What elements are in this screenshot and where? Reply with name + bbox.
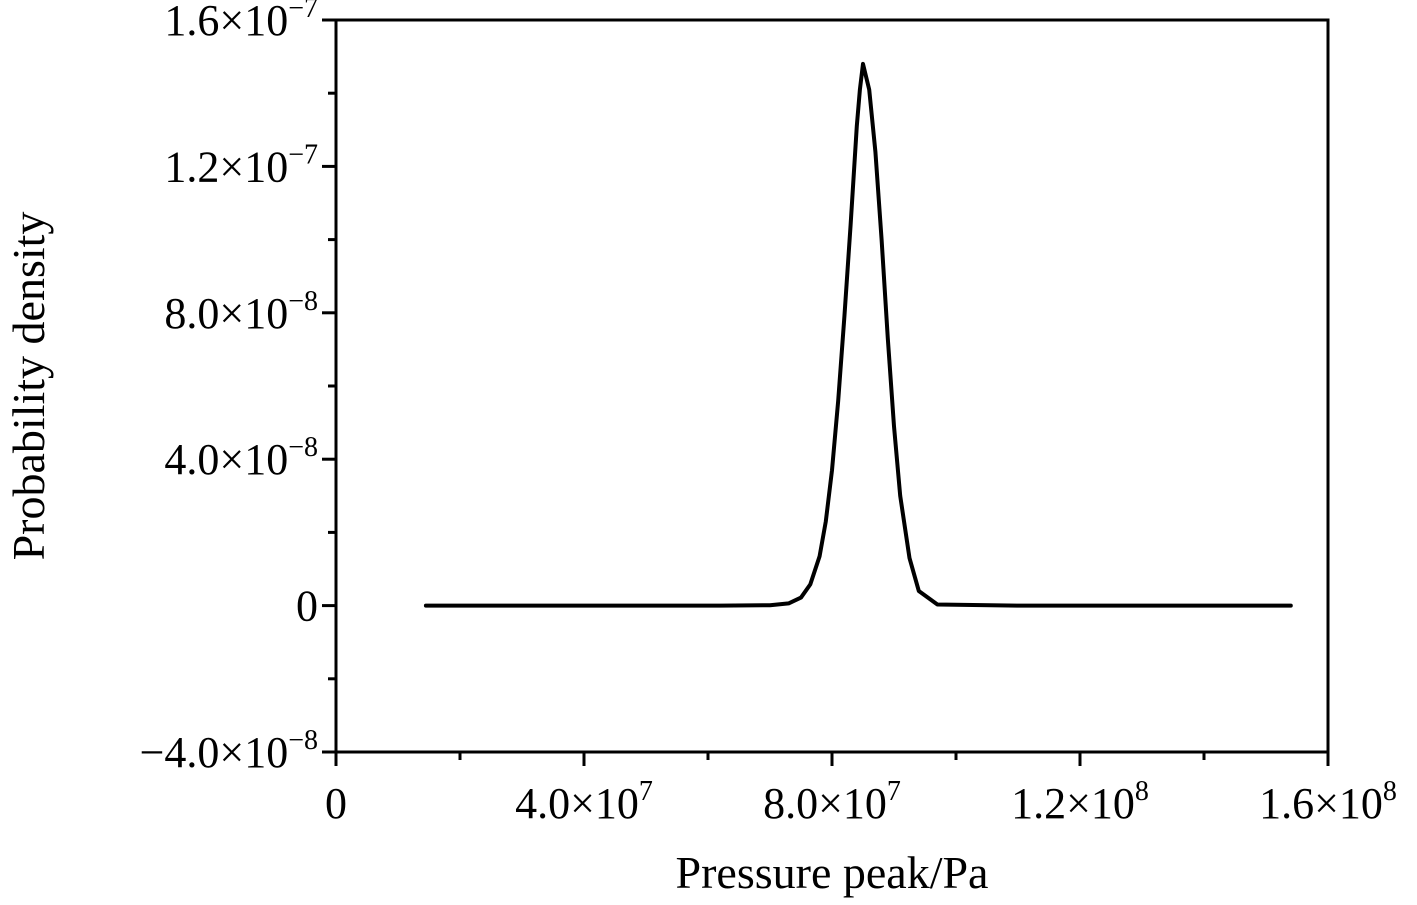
y-tick-label: 8.0×10−8 xyxy=(164,286,318,338)
x-tick-label-base: 0 xyxy=(325,779,347,828)
y-tick-label-exponent: −8 xyxy=(288,432,318,463)
series-line xyxy=(423,61,1293,608)
x-tick-label-exponent: 7 xyxy=(887,776,901,807)
y-tick-label-exponent: −8 xyxy=(288,725,318,756)
y-tick-label: 0 xyxy=(296,582,318,631)
y-tick-label: −4.0×10−8 xyxy=(140,725,318,777)
x-tick-label-exponent: 7 xyxy=(639,776,653,807)
plot-frame xyxy=(334,18,1330,754)
y-tick-label-exponent: −8 xyxy=(288,286,318,317)
x-tick-label: 8.0×107 xyxy=(763,776,901,828)
x-tick-label-exponent: 8 xyxy=(1135,776,1149,807)
y-tick-label-base: 8.0×10 xyxy=(164,289,288,338)
y-tick-label-exponent: −7 xyxy=(288,139,318,170)
y-axis-ticks xyxy=(322,18,336,754)
y-tick-label: 1.2×10−7 xyxy=(164,139,318,191)
y-tick-label-base: 1.6×10 xyxy=(164,0,288,45)
x-axis-ticks xyxy=(334,752,1330,766)
x-tick-label: 1.6×108 xyxy=(1259,776,1397,828)
y-tick-label: 1.6×10−7 xyxy=(164,0,318,45)
y-tick-label-exponent: −7 xyxy=(288,0,318,24)
y-tick-label-base: 1.2×10 xyxy=(164,142,288,191)
x-axis-title: Pressure peak/Pa xyxy=(676,847,989,898)
x-tick-label-base: 4.0×10 xyxy=(515,779,639,828)
x-tick-label-base: 1.6×10 xyxy=(1259,779,1383,828)
y-axis-title: Probability density xyxy=(3,212,54,561)
y-tick-label-base: −4.0×10 xyxy=(140,728,289,777)
y-tick-label-base: 4.0×10 xyxy=(164,435,288,484)
x-tick-label: 0 xyxy=(325,779,347,828)
x-tick-label-base: 1.2×10 xyxy=(1011,779,1135,828)
x-tick-label-exponent: 8 xyxy=(1383,776,1397,807)
x-axis-tick-labels: 0 4.0×107 8.0×107 1.2×108 1.6×108 xyxy=(325,776,1397,828)
x-tick-label-base: 8.0×10 xyxy=(763,779,887,828)
y-tick-label: 4.0×10−8 xyxy=(164,432,318,484)
y-axis-tick-labels: −4.0×10−804.0×10−88.0×10−81.2×10−71.6×10… xyxy=(140,0,318,777)
y-tick-label-base: 0 xyxy=(296,582,318,631)
x-tick-label: 4.0×107 xyxy=(515,776,653,828)
x-tick-label: 1.2×108 xyxy=(1011,776,1149,828)
